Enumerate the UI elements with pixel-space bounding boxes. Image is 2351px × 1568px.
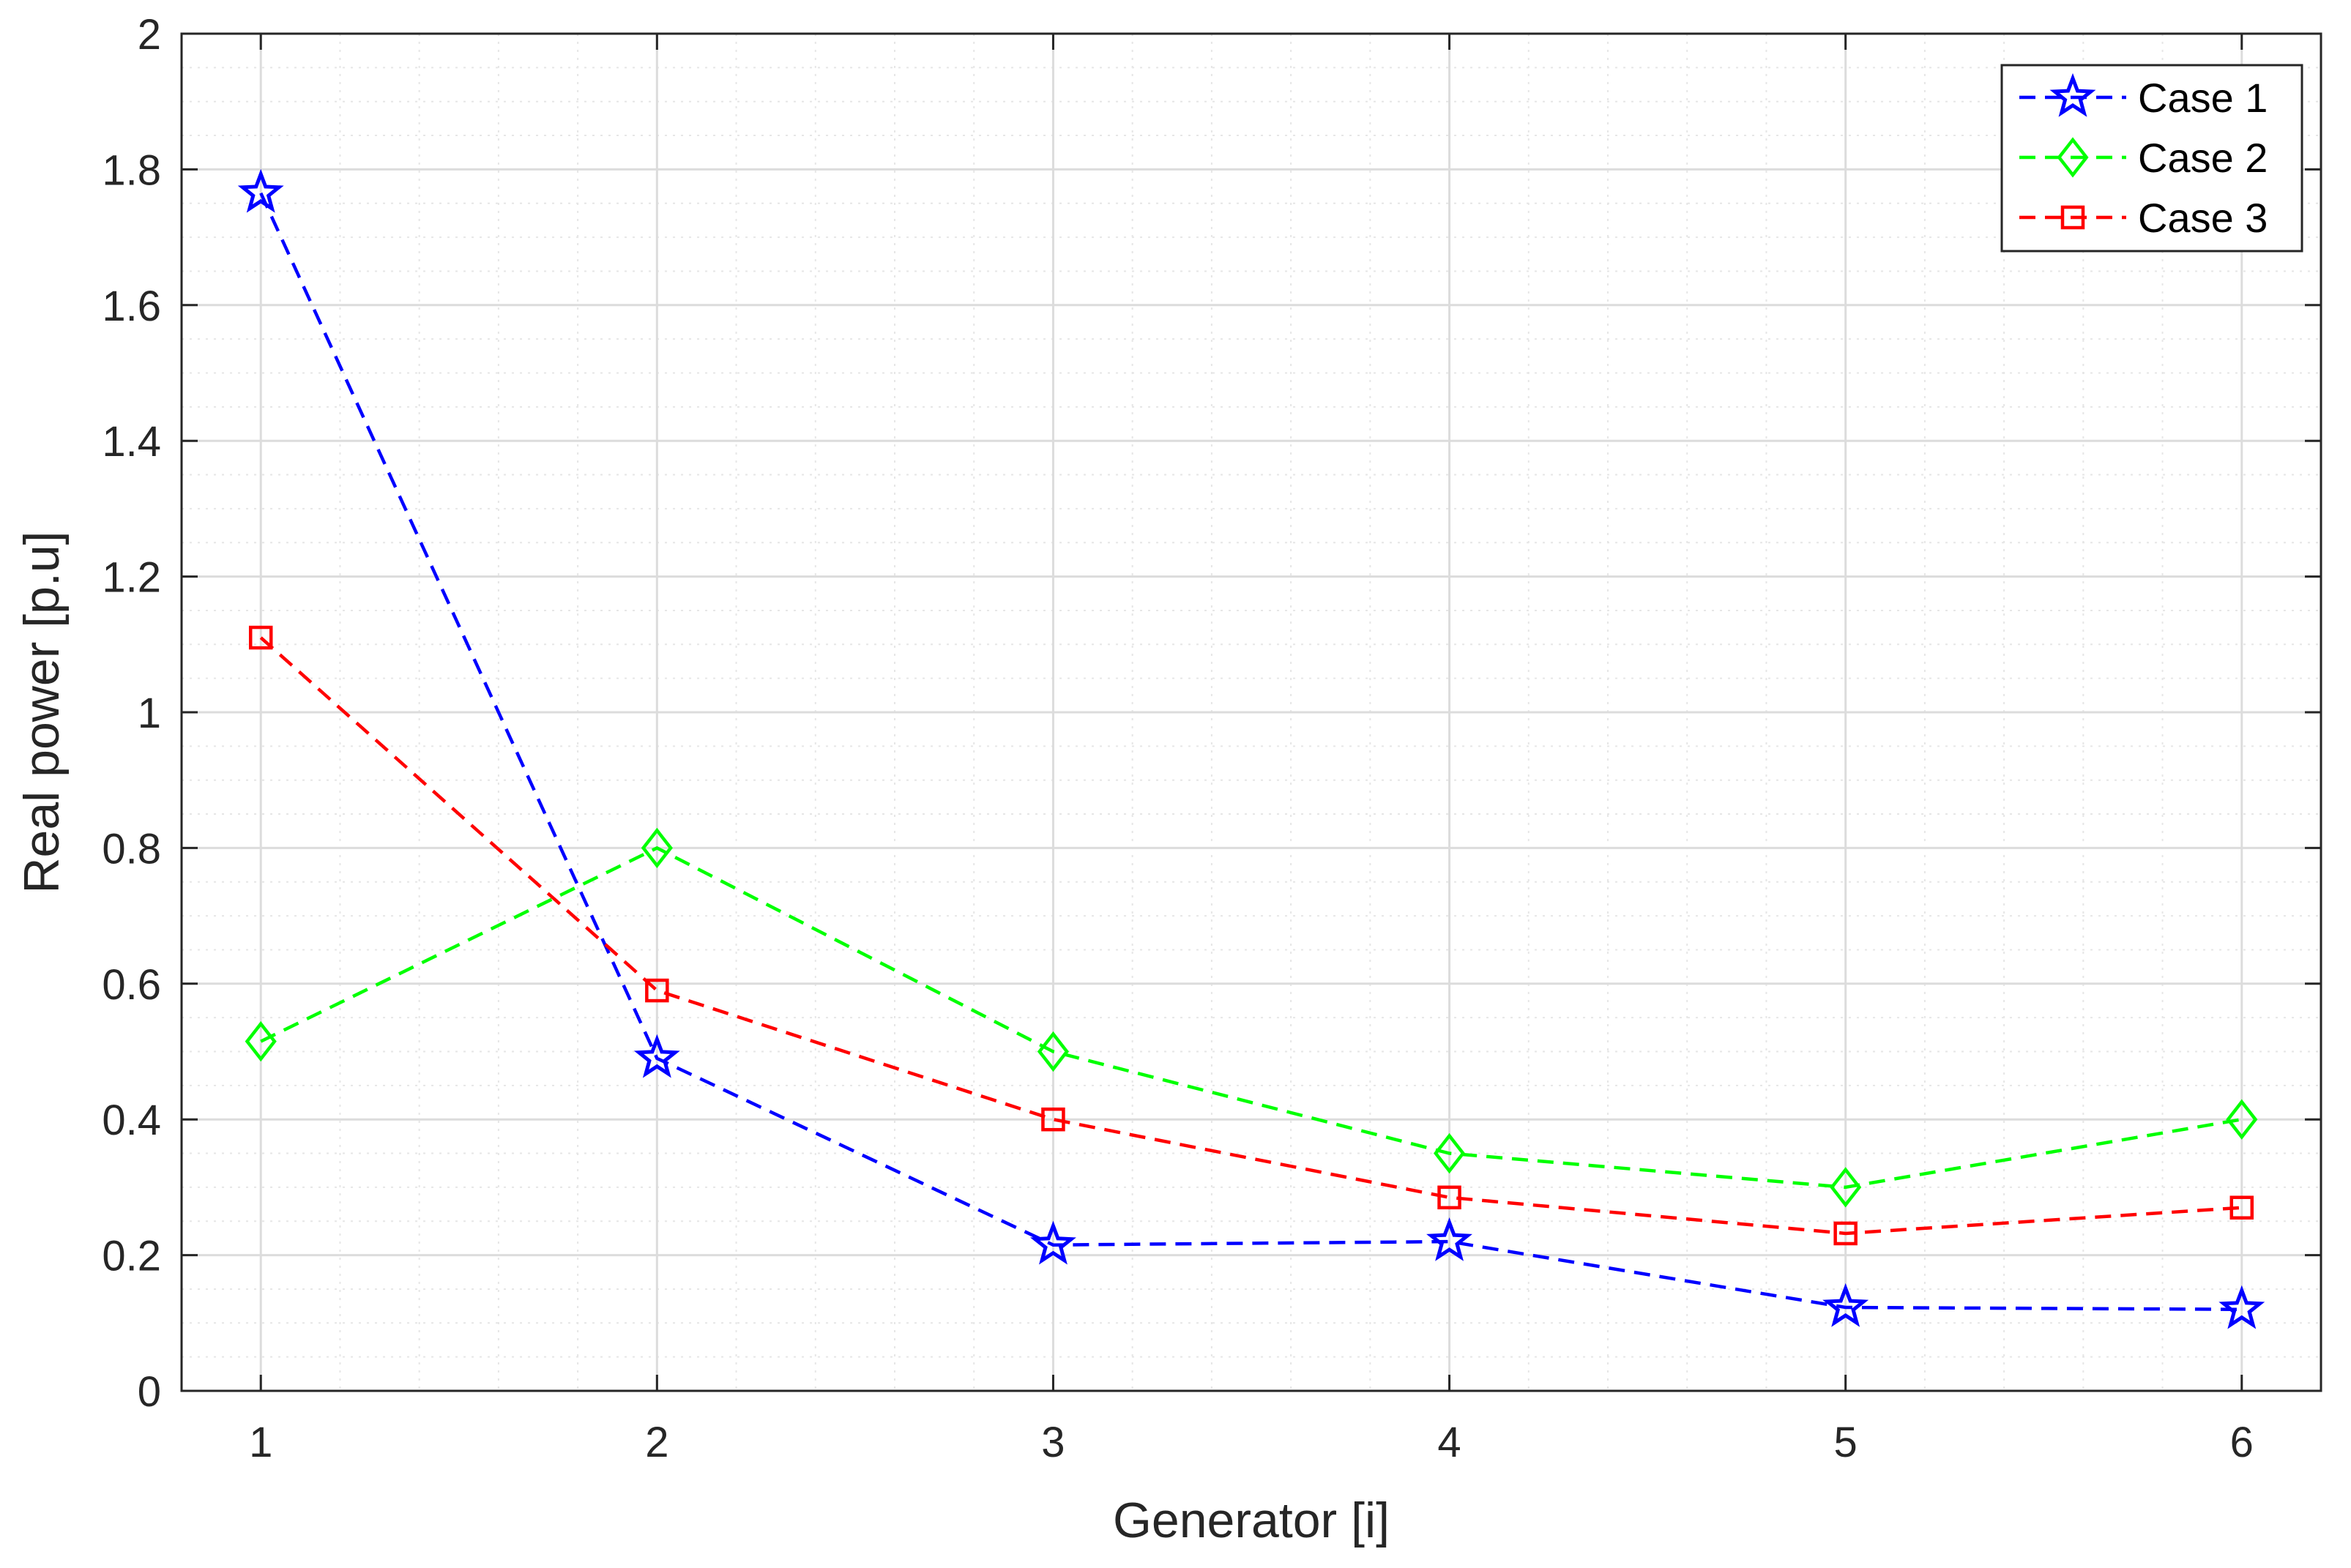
data-point: [237, 168, 284, 213]
y-tick-label: 0.6: [102, 961, 161, 1009]
series-line: [260, 845, 2243, 1190]
legend-marker: [2060, 205, 2085, 230]
data-point: [633, 1034, 680, 1078]
data-point: [1830, 1167, 1862, 1208]
data-point: [1029, 1220, 1076, 1265]
y-tick-label: 1.8: [102, 146, 161, 194]
y-tick-label: 1.4: [102, 418, 161, 466]
x-tick-label: 6: [2230, 1419, 2254, 1466]
series-1: [237, 168, 2265, 1329]
data-point: [1833, 1221, 1858, 1246]
y-tick-label: 0: [138, 1368, 161, 1416]
legend-item: Case 2: [2019, 135, 2268, 181]
data-point: [2218, 1285, 2265, 1329]
y-axis-ticks: 0 0.2 0.4 0.6 0.8 1 1.2 1.4 1.6 1.8 2: [102, 11, 2321, 1416]
data-point: [2226, 1099, 2258, 1140]
series-line: [259, 636, 2242, 1236]
data-point: [645, 978, 669, 1003]
x-axis-ticks: 1 2 3 4 5 6: [249, 34, 2254, 1466]
legend-label: Case 2: [2138, 135, 2268, 181]
legend-marker: [2057, 137, 2089, 178]
data-point: [245, 1020, 277, 1062]
data-point: [1426, 1217, 1473, 1261]
legend-label: Case 3: [2138, 195, 2268, 241]
data-point: [2229, 1195, 2254, 1220]
data-point: [1822, 1283, 1869, 1327]
y-axis-title: Real power [p.u]: [14, 531, 70, 893]
data-point: [1433, 1132, 1466, 1174]
legend-item: Case 3: [2019, 195, 2268, 241]
y-tick-label: 0.2: [102, 1233, 161, 1280]
y-axis-title-group: Real power [p.u]: [14, 531, 70, 893]
data-point: [1437, 1185, 1461, 1210]
x-tick-label: 2: [645, 1419, 668, 1466]
data-point: [1037, 1031, 1070, 1072]
data-point: [1041, 1107, 1065, 1132]
x-axis-title-group: Generator [i]: [1113, 1493, 1390, 1548]
y-tick-label: 1.2: [102, 554, 161, 602]
y-tick-label: 1: [138, 690, 161, 737]
legend-marker: [2049, 72, 2096, 117]
x-tick-label: 4: [1437, 1419, 1461, 1466]
major-grid: [182, 32, 2321, 1392]
y-tick-label: 0.4: [102, 1097, 161, 1144]
series-2: [245, 827, 2258, 1208]
series-layer: [237, 168, 2265, 1329]
data-point: [248, 625, 273, 650]
y-tick-label: 0.8: [102, 825, 161, 873]
x-tick-label: 5: [1834, 1419, 1858, 1466]
legend-label: Case 1: [2138, 75, 2268, 121]
series-3: [248, 625, 2254, 1246]
x-tick-label: 1: [249, 1419, 272, 1466]
x-tick-label: 3: [1041, 1419, 1065, 1466]
legend: Case 1 Case 2 Case 3: [2000, 64, 2303, 253]
x-axis-title: Generator [i]: [1113, 1493, 1390, 1548]
data-point: [641, 827, 673, 869]
y-tick-label: 2: [138, 11, 161, 59]
legend-item: Case 1: [2019, 72, 2268, 121]
y-tick-label: 1.6: [102, 283, 161, 330]
